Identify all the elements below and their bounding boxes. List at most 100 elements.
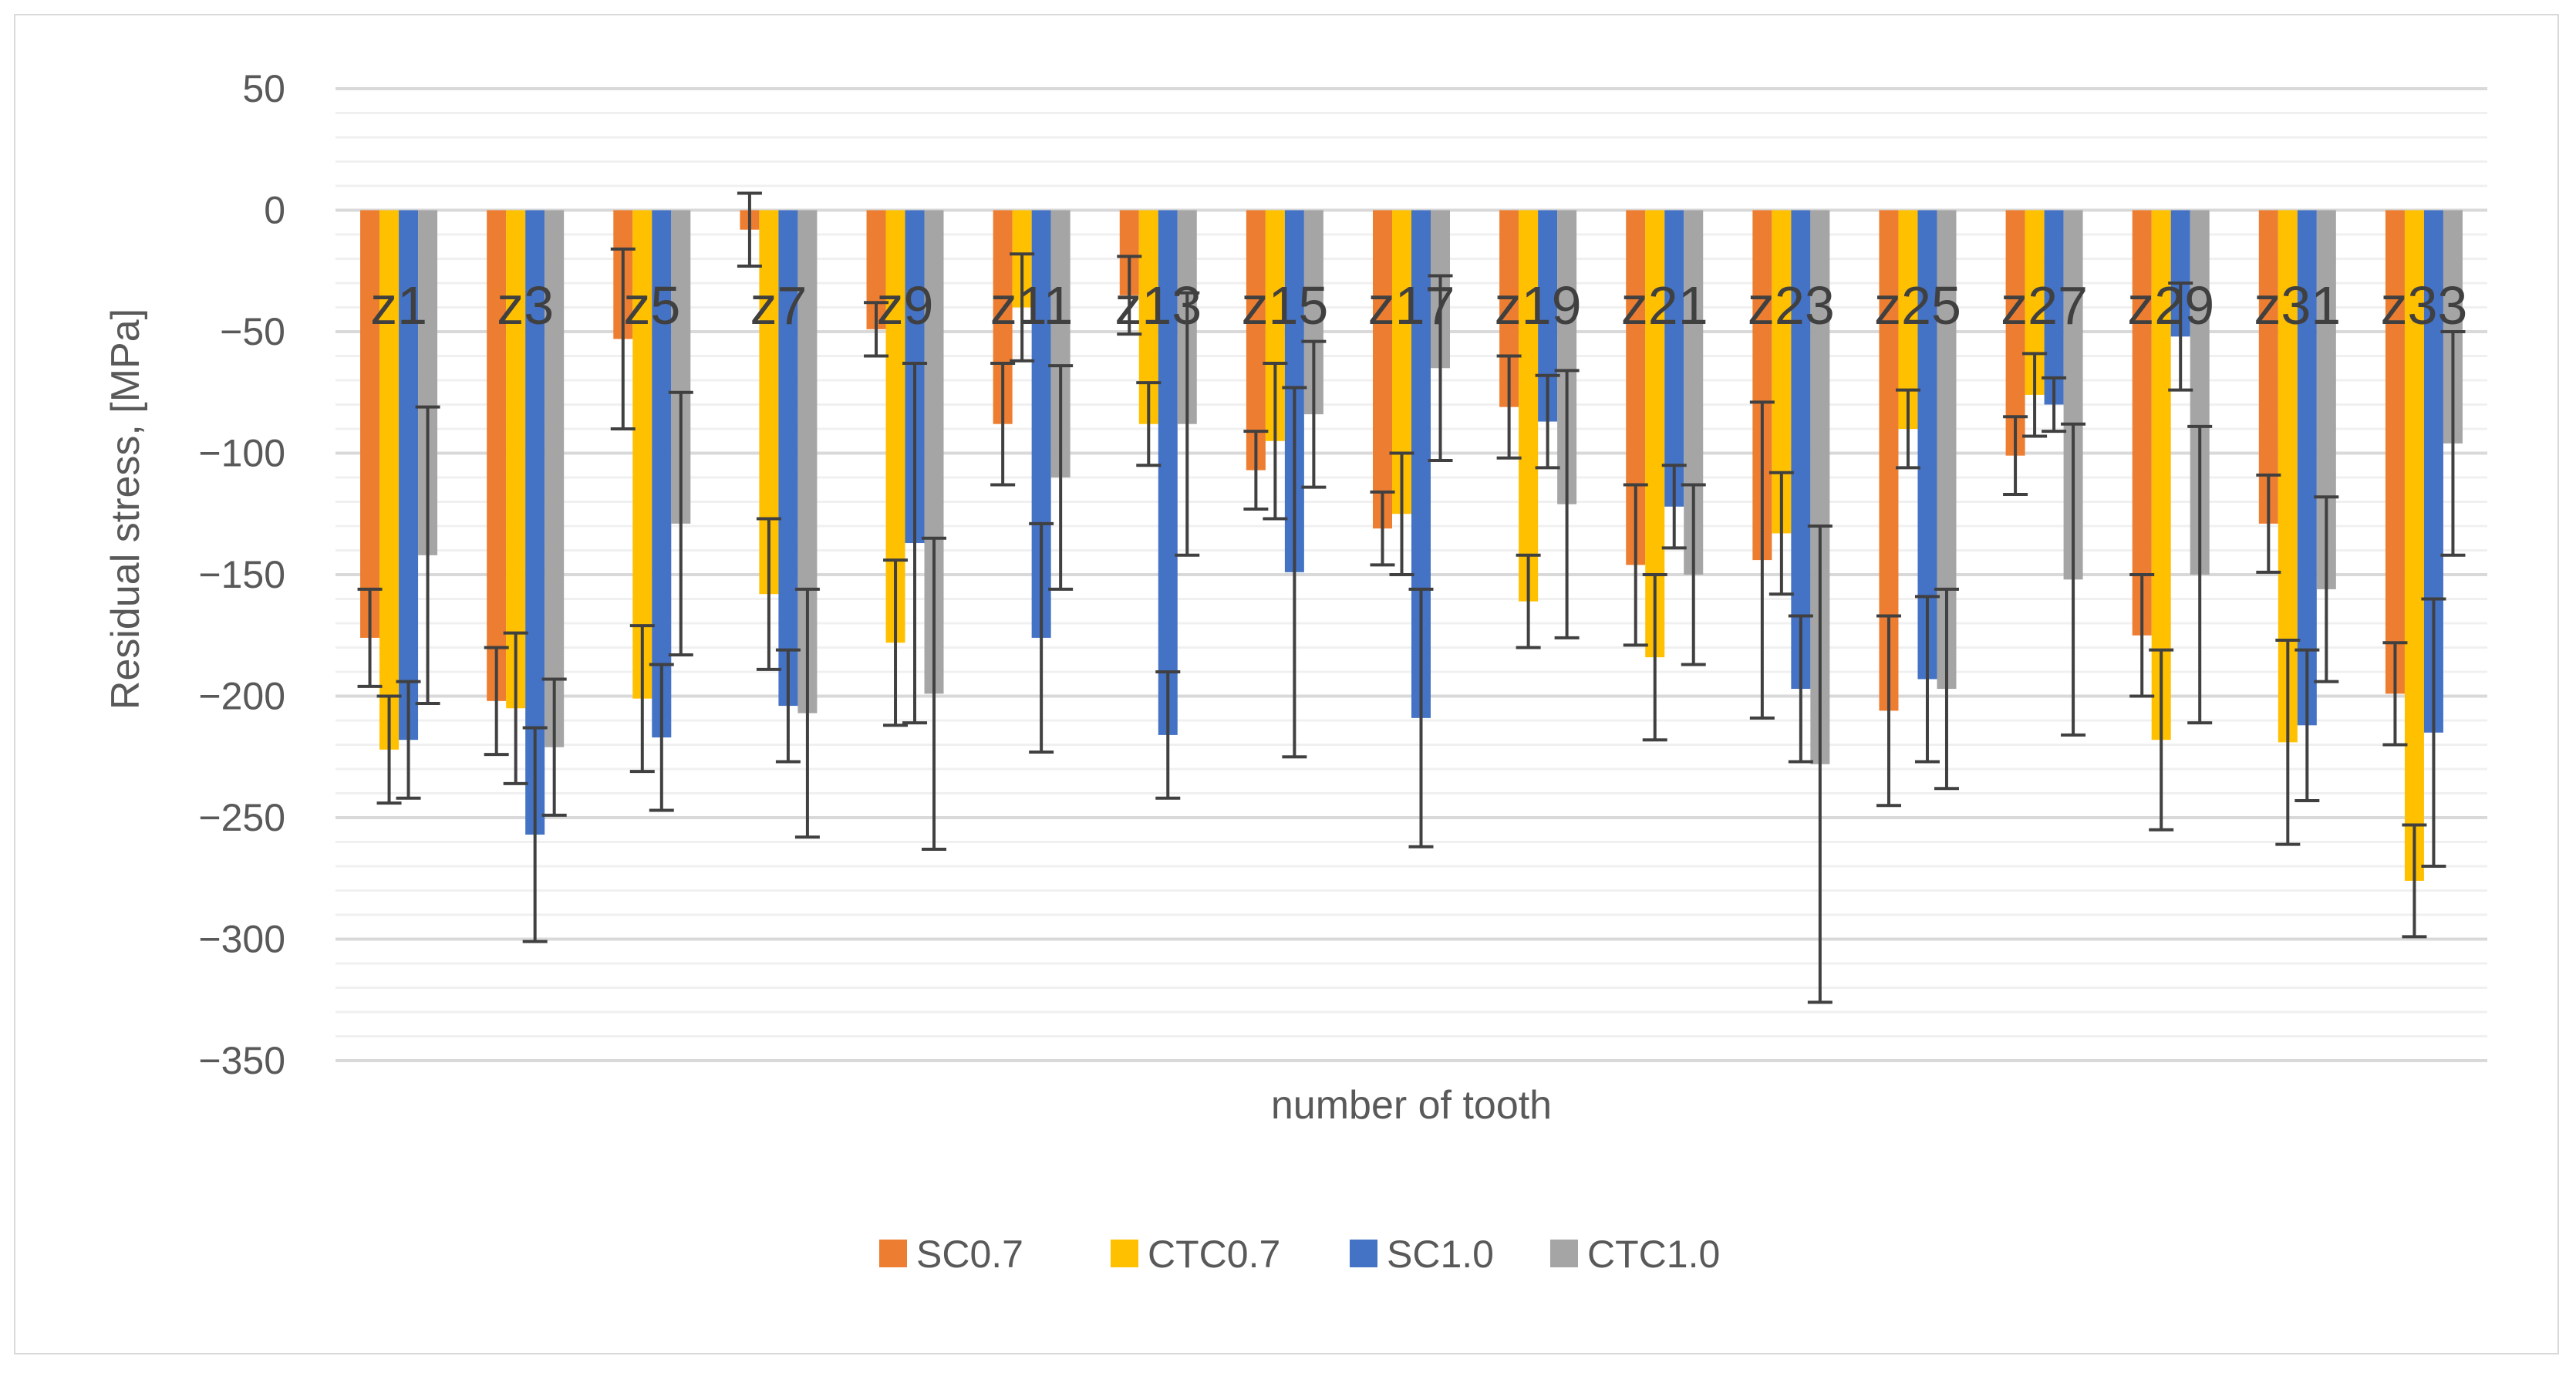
error-bar-CTC0.7-z3 — [503, 631, 528, 785]
y-tick-label: −300 — [198, 918, 285, 961]
error-bar-CTC1.0-z9 — [922, 536, 947, 851]
category-label-z1: z1 — [370, 275, 427, 336]
error-bar-CTC0.7-z23 — [1768, 471, 1794, 596]
category-label-z25: z25 — [1874, 275, 1961, 336]
legend-label: SC1.0 — [1387, 1233, 1494, 1276]
legend-label: SC0.7 — [916, 1233, 1023, 1276]
error-bar-CTC0.7-z11 — [1010, 252, 1035, 363]
category-label-z29: z29 — [2127, 275, 2214, 336]
bar-SC0.7-z3 — [487, 210, 507, 701]
y-tick-label: −250 — [198, 796, 285, 839]
category-label-z33: z33 — [2381, 275, 2468, 336]
legend-item-SC1.0: SC1.0 — [1350, 1233, 1494, 1276]
legend-swatch — [1550, 1240, 1578, 1267]
category-label-z9: z9 — [877, 275, 934, 336]
error-bar-CTC0.7-z19 — [1516, 553, 1541, 649]
error-bar-SC1.0-z17 — [1408, 587, 1434, 848]
legend-swatch — [1111, 1240, 1138, 1267]
category-label-z23: z23 — [1748, 275, 1835, 336]
category-label-z17: z17 — [1368, 275, 1455, 336]
error-bar-SC1.0-z33 — [2421, 597, 2446, 868]
error-bar-SC0.7-z27 — [2003, 415, 2028, 497]
error-bar-SC1.0-z11 — [1029, 521, 1054, 754]
bar-SC1.0-z31 — [2297, 210, 2317, 726]
error-bar-SC0.7-z3 — [484, 646, 509, 757]
error-bar-SC1.0-z19 — [1535, 373, 1560, 470]
error-bar-SC0.7-z29 — [2129, 573, 2155, 698]
error-bar-SC0.7-z19 — [1496, 354, 1522, 460]
bar-SC0.7-z1 — [360, 210, 380, 638]
error-bar-SC1.0-z7 — [775, 648, 801, 764]
y-tick-label: −350 — [198, 1039, 285, 1082]
bar-SC0.7-z33 — [2385, 210, 2405, 694]
error-bar-CTC1.0-z15 — [1301, 339, 1327, 489]
error-bar-CTC0.7-z5 — [629, 624, 655, 774]
error-bar-SC0.7-z9 — [864, 301, 889, 358]
error-bar-CTC1.0-z19 — [1554, 369, 1580, 639]
bar-SC1.0-z7 — [778, 210, 798, 707]
error-bar-SC1.0-z31 — [2294, 648, 2320, 802]
y-tick-label: −100 — [198, 432, 285, 475]
error-bar-CTC0.7-z25 — [1895, 388, 1920, 470]
error-bar-SC0.7-z11 — [990, 361, 1016, 487]
bar-SC1.0-z1 — [399, 210, 419, 740]
error-bar-CTC1.0-z31 — [2314, 495, 2339, 683]
error-bar-SC1.0-z9 — [902, 361, 928, 725]
bar-CTC0.7-z3 — [506, 210, 526, 709]
y-tick-label: −50 — [220, 310, 285, 353]
chart-frame: 50 0 −50 −100 −150 −200 −250 −300 −350 z1 z3 z5 z7 z… — [14, 14, 2559, 1354]
error-bar-SC1.0-z21 — [1661, 464, 1687, 550]
bar-SC0.7-z15 — [1246, 210, 1266, 471]
error-bar-CTC0.7-z15 — [1263, 361, 1288, 521]
error-bar-SC1.0-z5 — [649, 663, 674, 812]
category-label-z27: z27 — [2001, 275, 2088, 336]
error-bar-SC0.7-z23 — [1749, 400, 1775, 720]
error-bar-CTC0.7-z17 — [1389, 451, 1414, 576]
error-bar-SC0.7-z17 — [1370, 490, 1395, 567]
bar-CTC0.7-z1 — [379, 210, 400, 750]
error-bar-SC1.0-z15 — [1282, 386, 1307, 759]
error-bar-SC0.7-z5 — [610, 247, 636, 430]
error-bar-CTC1.0-z11 — [1048, 364, 1074, 591]
category-label-z11: z11 — [990, 275, 1074, 336]
category-label-z19: z19 — [1495, 275, 1582, 336]
error-bar-CTC0.7-z1 — [376, 694, 402, 805]
bar-SC0.7-z31 — [2258, 210, 2278, 524]
error-bar-CTC1.0-z3 — [541, 677, 567, 817]
error-bar-CTC1.0-z1 — [415, 405, 440, 705]
category-label-z5: z5 — [623, 275, 680, 336]
error-bar-SC0.7-z13 — [1117, 255, 1142, 336]
error-bar-CTC0.7-z27 — [2022, 352, 2048, 438]
bar-SC0.7-z17 — [1373, 210, 1392, 529]
error-bar-CTC1.0-z7 — [794, 587, 820, 839]
bar-SC1.0-z21 — [1664, 210, 1684, 507]
category-label-z15: z15 — [1241, 275, 1328, 336]
error-bar-CTC0.7-z7 — [756, 517, 781, 671]
bar-SC1.0-z13 — [1158, 210, 1178, 735]
error-bar-CTC1.0-z17 — [1428, 274, 1453, 462]
y-tick-label: −150 — [198, 553, 285, 596]
error-bar-SC1.0-z29 — [2168, 282, 2193, 392]
error-bar-SC0.7-z33 — [2382, 641, 2408, 747]
error-bar-SC0.7-z7 — [737, 191, 762, 268]
bar-SC1.0-z27 — [2044, 210, 2064, 405]
y-axis-ticks: 50 0 −50 −100 −150 −200 −250 −300 −350 — [198, 67, 285, 1082]
legend-label: CTC0.7 — [1148, 1233, 1280, 1276]
bar-SC0.7-z29 — [2132, 210, 2152, 636]
error-bars — [357, 191, 2466, 1004]
error-bar-CTC1.0-z25 — [1934, 587, 1959, 791]
error-bar-CTC1.0-z13 — [1175, 291, 1200, 557]
error-bar-SC0.7-z15 — [1243, 430, 1269, 511]
legend-item-SC0.7: SC0.7 — [879, 1233, 1023, 1276]
x-axis-title: number of tooth — [1271, 1083, 1552, 1128]
error-bar-SC1.0-z23 — [1788, 614, 1813, 764]
error-bar-CTC1.0-z27 — [2061, 422, 2086, 737]
y-tick-label: 50 — [242, 67, 285, 110]
error-bar-SC0.7-z31 — [2256, 473, 2281, 574]
legend: SC0.7 CTC0.7 SC1.0 CTC1.0 — [879, 1233, 1720, 1276]
bar-SC1.0-z23 — [1791, 210, 1811, 690]
error-bar-SC1.0-z13 — [1155, 670, 1181, 800]
legend-swatch — [879, 1240, 907, 1267]
bar-CTC0.7-z5 — [632, 210, 652, 699]
error-bar-SC1.0-z3 — [522, 726, 548, 943]
